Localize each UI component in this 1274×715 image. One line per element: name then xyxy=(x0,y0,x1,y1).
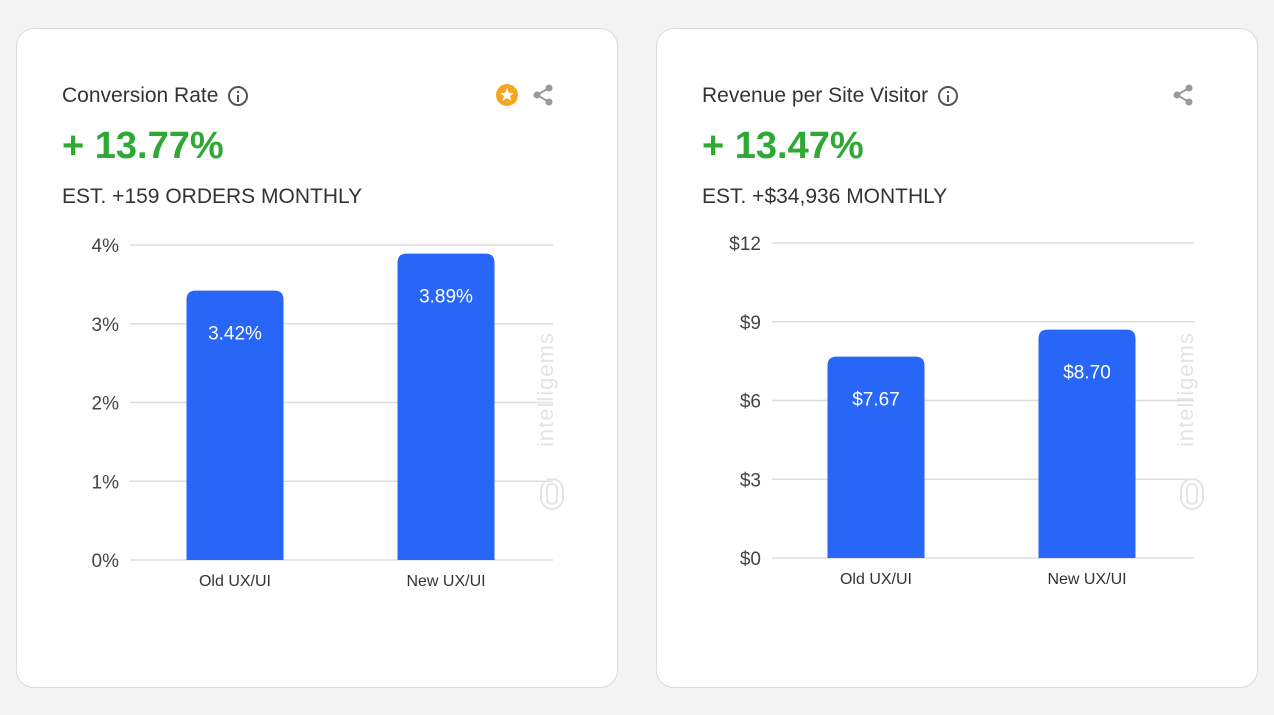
y-tick-label: 4% xyxy=(92,236,120,257)
bar-chart: $0 $3 $6 $9 $12 $7.67 Old UX/UI $8.70 New UX/UI i… xyxy=(729,234,1204,588)
share-icon[interactable] xyxy=(531,83,555,107)
bar-value-label: 3.89% xyxy=(419,287,473,308)
info-icon[interactable] xyxy=(938,86,959,106)
bar xyxy=(186,290,284,560)
y-tick-label: $0 xyxy=(740,549,761,570)
watermark-logo xyxy=(540,478,564,510)
star-icon[interactable] xyxy=(495,83,519,107)
x-category-label: New UX/UI xyxy=(406,573,485,590)
y-tick-label: 2% xyxy=(92,394,120,415)
watermark-logo-outer xyxy=(1180,478,1204,510)
y-tick-label: 1% xyxy=(92,472,120,493)
y-tick-label: $12 xyxy=(729,234,761,255)
bar xyxy=(1038,329,1136,558)
watermark-text: intelligems xyxy=(533,332,558,447)
y-tick-label: $6 xyxy=(740,392,761,413)
share-icon[interactable] xyxy=(1171,83,1195,107)
estimate-text: EST. +159 ORDERS MONTHLY xyxy=(62,185,363,208)
info-icon[interactable] xyxy=(228,86,249,106)
watermark-logo-inner xyxy=(546,483,558,505)
card-title: Conversion Rate xyxy=(62,84,219,107)
headline-change: + 13.47% xyxy=(702,125,864,167)
bar xyxy=(397,253,495,560)
card-actions xyxy=(1171,83,1195,107)
x-category-label: Old UX/UI xyxy=(199,573,271,590)
watermark-logo xyxy=(1180,478,1204,510)
y-tick-label: $3 xyxy=(740,470,761,491)
bar xyxy=(827,356,925,558)
y-tick-label: 0% xyxy=(92,551,120,572)
bar-value-label: $7.67 xyxy=(852,390,900,411)
x-category-label: New UX/UI xyxy=(1047,571,1126,588)
card-title-row: Conversion Rate xyxy=(62,84,249,108)
watermark-text: intelligems xyxy=(1173,332,1198,447)
estimate-text: EST. +$34,936 MONTHLY xyxy=(702,185,948,208)
card-title-row: Revenue per Site Visitor xyxy=(702,84,959,108)
y-tick-label: $9 xyxy=(740,313,761,334)
y-tick-label: 3% xyxy=(92,315,120,336)
revenue-per-visitor-card: Revenue per Site Visitor + 13.47% EST. +… xyxy=(656,28,1258,688)
x-category-label: Old UX/UI xyxy=(840,571,912,588)
bar-value-label: $8.70 xyxy=(1063,363,1111,384)
watermark-logo-inner xyxy=(1186,483,1198,505)
card-title: Revenue per Site Visitor xyxy=(702,84,929,107)
headline-change: + 13.77% xyxy=(62,125,224,167)
conversion-rate-card: Conversion Rate + 13.77% EST. +159 ORDER… xyxy=(16,28,618,688)
card-actions xyxy=(495,83,555,107)
bar-chart: 0% 1% 2% 3% 4% 3.42% Old UX/UI 3.89% New UX/UI in… xyxy=(92,236,564,590)
bar-value-label: 3.42% xyxy=(208,324,262,345)
watermark-logo-outer xyxy=(540,478,564,510)
